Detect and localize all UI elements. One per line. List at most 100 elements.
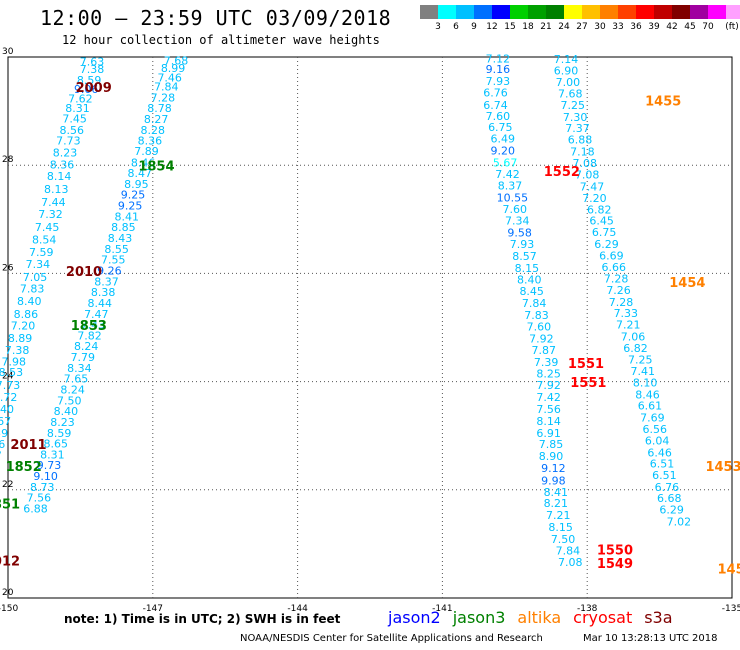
wave-height-value: 8.40 bbox=[517, 274, 542, 287]
wave-height-value: 6.45 bbox=[589, 215, 614, 228]
legend-swatch bbox=[618, 5, 636, 19]
y-tick-label: 30 bbox=[2, 47, 14, 57]
wave-height-value: 8.54 bbox=[32, 234, 57, 247]
wave-height-value: 9.26 bbox=[97, 264, 122, 277]
wave-height-value: 7.44 bbox=[41, 196, 66, 209]
wave-height-value: 7.62 bbox=[68, 92, 93, 105]
wave-height-value: 6.91 bbox=[536, 427, 561, 440]
wave-height-value: 8.41 bbox=[544, 486, 569, 499]
legend-label: 27 bbox=[576, 22, 588, 32]
wave-height-value: 7.20 bbox=[582, 192, 607, 205]
wave-height-value: 8.14 bbox=[536, 415, 561, 428]
legend-label: 21 bbox=[540, 22, 552, 32]
legend-swatch bbox=[564, 5, 582, 19]
wave-height-value: 7.05 bbox=[23, 271, 48, 284]
wave-height-value: 7.34 bbox=[26, 258, 51, 271]
wave-height-value: 6.76 bbox=[655, 481, 680, 494]
wave-height-value: 7.45 bbox=[35, 221, 60, 234]
wave-height-value: 6.74 bbox=[483, 99, 508, 112]
page-subtitle: 12 hour collection of altimeter wave hei… bbox=[62, 33, 380, 47]
wave-height-value: 6.04 bbox=[645, 434, 670, 447]
legend-swatch bbox=[600, 5, 618, 19]
wave-height-value: 9.12 bbox=[541, 462, 566, 475]
wave-height-value: 6.29 bbox=[659, 504, 684, 517]
time-annotation: 1550 bbox=[597, 544, 633, 559]
legend-label: 42 bbox=[666, 22, 678, 32]
wave-height-value: 7.92 bbox=[529, 333, 554, 346]
wave-height-value: 6.68 bbox=[657, 492, 682, 505]
y-tick-label: 24 bbox=[2, 372, 14, 382]
wave-height-value: 9.58 bbox=[507, 227, 532, 240]
wave-height-value: 8.15 bbox=[548, 521, 573, 534]
wave-height-value: 7.85 bbox=[539, 438, 564, 451]
legend-swatch bbox=[708, 5, 726, 19]
wave-height-value: 8.27 bbox=[144, 113, 169, 126]
wave-height-color-legend: 3 6 9 12 15 18 21 24 27 30 33 36 39 42 45 70 (ft) bbox=[420, 5, 740, 32]
time-annotation: 2012 bbox=[0, 555, 20, 570]
x-tick-label: -138 bbox=[577, 604, 598, 614]
page-title: 12:00 — 23:59 UTC 03/09/2018 bbox=[40, 6, 392, 30]
satellite-legend-item: altika bbox=[517, 608, 562, 627]
wave-height-value: 8.15 bbox=[515, 262, 540, 275]
wave-height-value: 8.53 bbox=[0, 366, 23, 379]
wave-height-value: 7.42 bbox=[495, 168, 520, 181]
wave-height-value: 9.25 bbox=[121, 189, 146, 202]
wave-height-value: 6.29 bbox=[594, 238, 619, 251]
wave-height-value: 7.30 bbox=[563, 111, 588, 124]
wave-height-value: 9.73 bbox=[37, 459, 62, 472]
wave-height-value: 7.47 bbox=[580, 181, 605, 194]
wave-height-value: 6.82 bbox=[587, 203, 612, 216]
legend-swatch bbox=[420, 5, 438, 19]
time-annotation: 1851 bbox=[0, 498, 20, 513]
wave-height-value: 8.85 bbox=[111, 221, 136, 234]
legend-label: 6 bbox=[453, 22, 459, 32]
wave-height-value: 6.76 bbox=[483, 86, 508, 99]
time-annotation: 1549 bbox=[597, 557, 633, 572]
wave-height-value: 7.84 bbox=[556, 545, 581, 558]
wave-height-value: 7.93 bbox=[486, 75, 511, 88]
legend-label: 45 bbox=[684, 22, 696, 32]
wave-height-value: 8.23 bbox=[50, 416, 75, 429]
wave-height-value: 6.49 bbox=[490, 132, 515, 145]
wave-height-value: 7.43 bbox=[81, 319, 106, 332]
wave-height-value: 8.59 bbox=[47, 427, 72, 440]
wave-height-value: 7.21 bbox=[546, 509, 571, 522]
time-annotation: 1853 bbox=[71, 319, 107, 334]
wave-height-value: 9.20 bbox=[490, 144, 515, 157]
wave-height-value: 6.51 bbox=[652, 469, 677, 482]
wave-height-value: 8.43 bbox=[108, 232, 133, 245]
wave-height-value: 7.50 bbox=[551, 533, 576, 546]
wave-height-value: 7.65 bbox=[64, 373, 89, 386]
wave-height-value: 7.21 bbox=[616, 319, 641, 332]
wave-height-value: 7.06 bbox=[621, 330, 646, 343]
wave-height-value: 6.82 bbox=[623, 342, 648, 355]
wave-height-value: 10.55 bbox=[497, 191, 529, 204]
time-annotation: 1852 bbox=[6, 460, 42, 475]
wave-height-value: 7.93 bbox=[510, 238, 535, 251]
wave-height-value: 7.47 bbox=[84, 308, 109, 321]
wave-height-value: 6.51 bbox=[650, 458, 675, 471]
legend-label: 3 bbox=[435, 22, 441, 32]
wave-height-value: 8.36 bbox=[138, 135, 163, 148]
wave-height-value: 8.67 bbox=[0, 415, 11, 428]
wave-height-value: 8.73 bbox=[30, 481, 55, 494]
wave-height-value: 7.87 bbox=[532, 344, 557, 357]
wave-height-value: 8.45 bbox=[519, 285, 544, 298]
time-annotation: 1551 bbox=[570, 376, 606, 391]
wave-height-value: 7.42 bbox=[536, 391, 561, 404]
time-annotation: 1854 bbox=[138, 160, 174, 175]
wave-height-value: 8.56 bbox=[59, 124, 84, 137]
satellite-legend-item: s3a bbox=[644, 608, 673, 627]
wave-height-value: 7.89 bbox=[134, 145, 159, 158]
satellite-legend-item: jason3 bbox=[452, 608, 506, 627]
credit-text: NOAA/NESDIS Center for Satellite Applica… bbox=[240, 633, 543, 644]
wave-height-value: 7.08 bbox=[575, 169, 600, 182]
time-annotation: 2011 bbox=[10, 438, 46, 453]
wave-height-value: 7.26 bbox=[606, 284, 631, 297]
wave-height-value: 8.86 bbox=[14, 308, 39, 321]
legend-swatch bbox=[726, 5, 740, 19]
wave-height-value: 6.66 bbox=[601, 261, 626, 274]
wave-height-value: 7.34 bbox=[505, 215, 530, 228]
wave-height-value: 8.24 bbox=[74, 340, 99, 353]
wave-height-value: 8.41 bbox=[114, 210, 139, 223]
